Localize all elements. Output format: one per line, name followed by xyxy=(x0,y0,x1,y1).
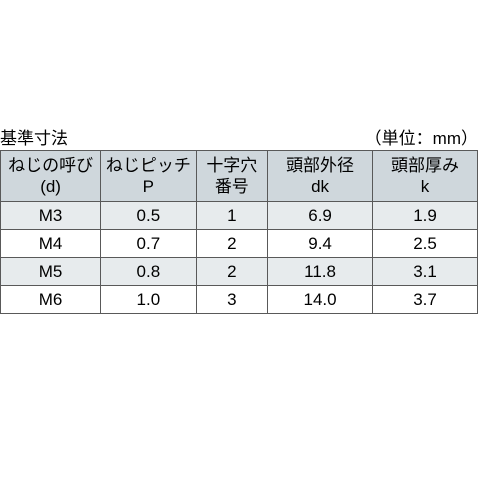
col-header-dk-line1: 頭部外径 xyxy=(268,155,372,176)
cell-d: M3 xyxy=(1,202,101,230)
col-header-dk: 頭部外径 dk xyxy=(268,151,373,202)
col-header-k: 頭部厚み k xyxy=(373,151,478,202)
cell-d: M6 xyxy=(1,286,101,314)
table-header-row: ねじの呼び (d) ねじピッチ P 十字穴 番号 xyxy=(1,151,478,202)
col-header-d-line2: (d) xyxy=(1,176,100,197)
col-header-cross-line1: 十字穴 xyxy=(197,155,268,176)
cell-k: 3.7 xyxy=(373,286,478,314)
col-header-d: ねじの呼び (d) xyxy=(1,151,101,202)
col-header-k-line1: 頭部厚み xyxy=(373,155,477,176)
col-header-cross-line2: 番号 xyxy=(197,176,268,197)
cell-k: 3.1 xyxy=(373,258,478,286)
col-header-dk-line2: dk xyxy=(268,176,372,197)
cell-cross: 2 xyxy=(196,258,268,286)
cell-dk: 11.8 xyxy=(268,258,373,286)
cell-dk: 14.0 xyxy=(268,286,373,314)
col-header-pitch-line2: P xyxy=(101,176,195,197)
cell-k: 1.9 xyxy=(373,202,478,230)
table-row: M6 1.0 3 14.0 3.7 xyxy=(1,286,478,314)
cell-pitch: 0.7 xyxy=(101,230,196,258)
title-left: 基準寸法 xyxy=(0,124,68,149)
col-header-cross: 十字穴 番号 xyxy=(196,151,268,202)
table-row: M5 0.8 2 11.8 3.1 xyxy=(1,258,478,286)
col-header-k-line2: k xyxy=(373,176,477,197)
cell-d: M5 xyxy=(1,258,101,286)
table-row: M4 0.7 2 9.4 2.5 xyxy=(1,230,478,258)
cell-pitch: 0.5 xyxy=(101,202,196,230)
cell-pitch: 1.0 xyxy=(101,286,196,314)
cell-dk: 9.4 xyxy=(268,230,373,258)
cell-pitch: 0.8 xyxy=(101,258,196,286)
title-right-unit: （単位：mm） xyxy=(365,124,478,149)
col-header-d-line1: ねじの呼び xyxy=(1,155,100,176)
cell-d: M4 xyxy=(1,230,101,258)
table-row: M3 0.5 1 6.9 1.9 xyxy=(1,202,478,230)
cell-cross: 3 xyxy=(196,286,268,314)
spec-table: ねじの呼び (d) ねじピッチ P 十字穴 番号 xyxy=(0,150,478,314)
cell-cross: 1 xyxy=(196,202,268,230)
cell-k: 2.5 xyxy=(373,230,478,258)
cell-dk: 6.9 xyxy=(268,202,373,230)
cell-cross: 2 xyxy=(196,230,268,258)
col-header-pitch: ねじピッチ P xyxy=(101,151,196,202)
col-header-pitch-line1: ねじピッチ xyxy=(101,155,195,176)
